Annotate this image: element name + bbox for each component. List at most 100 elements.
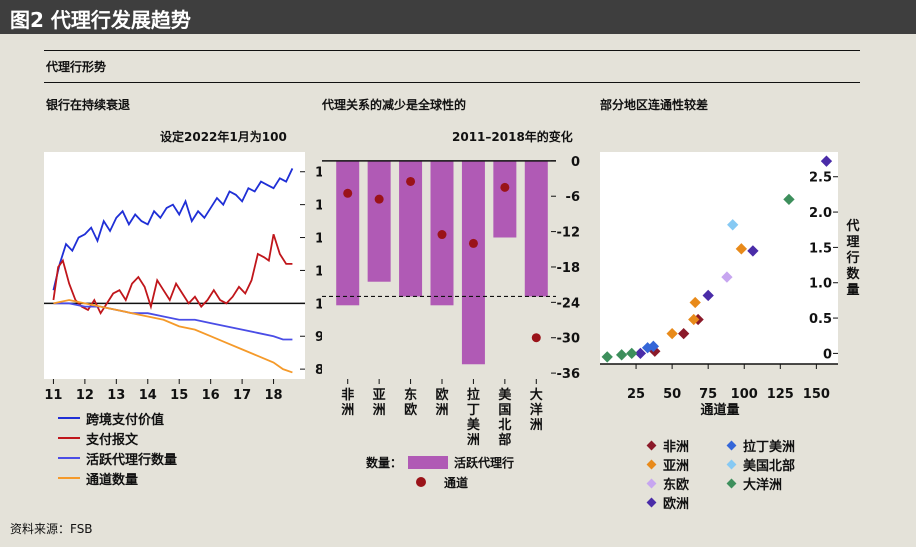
x-tick-label: 洲 [341,403,354,418]
x-tick-label: 100 [731,387,758,402]
y-axis-label: 行 [845,250,859,266]
legend-diamond [646,440,657,451]
scatter-point [820,155,833,167]
y-axis-label: 代 [845,218,859,234]
x-tick-label: 25 [627,387,645,402]
y-tick-label: 2.5 [809,171,832,186]
y-axis-label: 数 [846,266,860,282]
x-tick-label: 洲 [435,403,448,418]
section-top-rule [44,50,860,51]
legend-swatch [58,477,80,479]
series-line [53,299,293,374]
section-bottom-rule [44,82,860,83]
scatter-point [678,327,690,340]
series-line [53,302,293,341]
legend-swatch [58,437,80,439]
legend-label: 拉丁美洲 [743,440,796,455]
scatter-point [747,245,759,257]
y-tick-label: 0 [823,347,832,362]
legend-item: 美国北部 [726,455,795,474]
x-tick-label: 150 [803,387,830,402]
legend-item: 大洋洲 [726,474,782,493]
scatter-point [783,193,795,206]
x-tick-label: 亚 [373,388,386,403]
panel1-title: 银行在持续衰退 [46,98,131,112]
scatter-point [688,313,700,326]
legend-label: 非洲 [663,440,690,455]
x-tick-label: 拉 [467,387,480,403]
legend-swatch [58,457,80,459]
bar [493,160,517,238]
x-tick-label: 11 [44,388,62,403]
bar [336,160,360,306]
x-tick-label: 欧 [435,387,448,403]
source-note: 资料来源：FSB [10,522,93,536]
legend-item-corridors: 通道数量 [58,468,177,488]
legend-label: 支付报文 [86,432,139,448]
x-tick-label: 洲 [467,433,480,448]
panel2-subtitle: 2011–2018年的变化 [452,130,573,144]
channel-dot [406,176,416,186]
legend-label: 跨境支付价值 [86,412,165,428]
y-tick-label: -6 [566,190,580,205]
channel-dot [343,188,353,198]
legend-diamond [646,459,657,470]
scatter-point [626,347,638,360]
y-tick-label: 0.5 [809,312,832,327]
x-tick-label: 12 [76,388,94,403]
legend-item: 拉丁美洲 [726,436,796,455]
x-tick-label: 17 [233,388,251,403]
legend-diamond [646,497,657,508]
legend-label: 通道数量 [86,472,139,488]
bar [524,160,548,297]
y-tick-label: 0 [571,155,580,170]
scatter-point [727,219,739,231]
x-tick-label: 部 [498,432,511,448]
x-tick-label: 18 [265,388,283,403]
bar [399,160,423,297]
scatter-point [647,340,660,352]
legend-label: 欧洲 [663,497,690,512]
x-tick-label: 15 [170,388,188,403]
plot-area [44,152,305,379]
y-tick-label: -30 [557,332,581,347]
legend-label: 亚洲 [663,459,690,474]
bar-chart-legend: 数量： 活跃代理行 通道 [366,452,514,492]
legend-item: 欧洲 [646,493,690,512]
x-tick-label: 美 [467,417,481,433]
legend-bar-swatch [408,455,449,469]
scatter-point [634,347,647,360]
y-tick-label: -24 [557,296,581,311]
series-line [52,168,294,291]
plot-area [600,152,838,364]
y-axis-label: 理 [846,235,859,250]
y-tick-label: -36 [557,367,581,382]
x-tick-label: 125 [767,387,794,402]
legend-item: 亚洲 [646,455,690,474]
scatter-point [735,243,748,255]
legend-diamond [726,478,737,489]
legend-diamond [726,459,737,470]
x-tick-label: 75 [699,387,717,402]
legend-dot-label: 通道 [444,475,469,490]
figure-title: 图2 代理行发展趋势 [10,8,191,32]
bar [367,160,391,282]
x-tick-label: 13 [107,388,125,403]
x-tick-label: 非 [341,387,354,403]
x-tick-label: 美 [498,387,512,403]
scatter-point [721,271,733,283]
legend-item-payment-value: 跨境支付价值 [58,408,177,428]
scatter-point [702,289,714,302]
scatter-point [615,349,628,361]
y-tick-label: 2.0 [809,206,832,221]
x-tick-label: 东 [404,387,417,403]
legend-swatch [58,417,80,419]
legend-label: 活跃代理行数量 [86,452,178,468]
x-tick-label: 洲 [530,418,543,433]
scatter-point [601,351,613,363]
x-tick-label: 大 [530,387,543,403]
x-tick-label: 丁 [467,403,480,418]
y-tick-label: 1.5 [809,241,832,256]
y-tick-label: -18 [557,261,581,276]
